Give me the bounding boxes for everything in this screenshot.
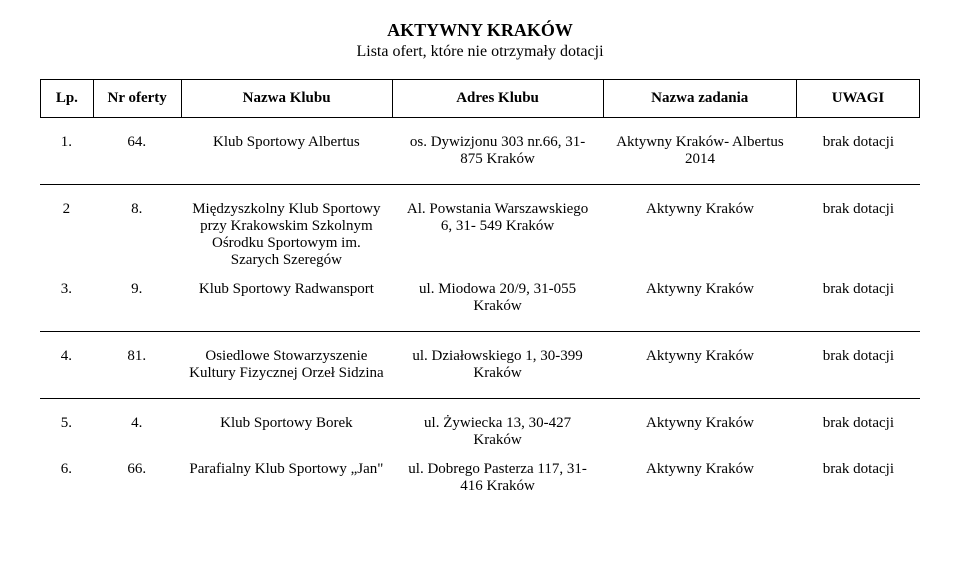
- cell-uw: brak dotacji: [797, 195, 920, 275]
- cell-zad: Aktywny Kraków- Albertus 2014: [603, 128, 797, 174]
- col-zad: Nazwa zadania: [603, 80, 796, 118]
- table-row: 3. 9. Klub Sportowy Radwansport ul. Miod…: [40, 275, 920, 321]
- cell-zad: Aktywny Kraków: [603, 195, 797, 275]
- cell-nr: 81.: [93, 342, 181, 388]
- header-row: Lp. Nr oferty Nazwa Klubu Adres Klubu Na…: [41, 80, 920, 118]
- document-page: AKTYWNY KRAKÓW Lista ofert, które nie ot…: [0, 0, 960, 551]
- row-separator: [40, 398, 920, 399]
- page-subtitle: Lista ofert, które nie otrzymały dotacji: [40, 43, 920, 61]
- cell-nr: 8.: [93, 195, 181, 275]
- cell-adres: ul. Żywiecka 13, 30-427 Kraków: [392, 409, 603, 455]
- col-adres: Adres Klubu: [392, 80, 603, 118]
- cell-klub: Klub Sportowy Borek: [181, 409, 392, 455]
- cell-nr: 4.: [93, 409, 181, 455]
- row-separator: [40, 331, 920, 332]
- row-block: 1. 64. Klub Sportowy Albertus os. Dywizj…: [40, 128, 920, 174]
- cell-lp: 4.: [40, 342, 93, 388]
- table-row: 1. 64. Klub Sportowy Albertus os. Dywizj…: [40, 128, 920, 174]
- table-row: 2 8. Międzyszkolny Klub Sportowy przy Kr…: [40, 195, 920, 275]
- col-lp: Lp.: [41, 80, 94, 118]
- cell-uw: brak dotacji: [797, 128, 920, 174]
- cell-uw: brak dotacji: [797, 455, 920, 501]
- row-block: 4. 81. Osiedlowe Stowarzyszenie Kultury …: [40, 342, 920, 388]
- cell-lp: 5.: [40, 409, 93, 455]
- cell-zad: Aktywny Kraków: [603, 409, 797, 455]
- cell-nr: 66.: [93, 455, 181, 501]
- cell-uw: brak dotacji: [797, 409, 920, 455]
- table-row: 4. 81. Osiedlowe Stowarzyszenie Kultury …: [40, 342, 920, 388]
- cell-uw: brak dotacji: [797, 342, 920, 388]
- cell-zad: Aktywny Kraków: [603, 455, 797, 501]
- rows-table: 2 8. Międzyszkolny Klub Sportowy przy Kr…: [40, 195, 920, 321]
- cell-lp: 2: [40, 195, 93, 275]
- cell-lp: 6.: [40, 455, 93, 501]
- cell-uw: brak dotacji: [797, 275, 920, 321]
- row-block: 5. 4. Klub Sportowy Borek ul. Żywiecka 1…: [40, 409, 920, 501]
- cell-adres: ul. Dobrego Pasterza 117, 31-416 Kraków: [392, 455, 603, 501]
- rows-table: 1. 64. Klub Sportowy Albertus os. Dywizj…: [40, 128, 920, 174]
- cell-klub: Międzyszkolny Klub Sportowy przy Krakows…: [181, 195, 392, 275]
- cell-nr: 64.: [93, 128, 181, 174]
- column-header-table: Lp. Nr oferty Nazwa Klubu Adres Klubu Na…: [40, 79, 920, 118]
- cell-adres: ul. Miodowa 20/9, 31-055 Kraków: [392, 275, 603, 321]
- cell-nr: 9.: [93, 275, 181, 321]
- cell-klub: Parafialny Klub Sportowy „Jan": [181, 455, 392, 501]
- table-row: 6. 66. Parafialny Klub Sportowy „Jan" ul…: [40, 455, 920, 501]
- cell-klub: Klub Sportowy Albertus: [181, 128, 392, 174]
- cell-adres: ul. Działowskiego 1, 30-399 Kraków: [392, 342, 603, 388]
- page-title: AKTYWNY KRAKÓW: [40, 20, 920, 41]
- cell-adres: os. Dywizjonu 303 nr.66, 31-875 Kraków: [392, 128, 603, 174]
- col-uw: UWAGI: [796, 80, 919, 118]
- cell-zad: Aktywny Kraków: [603, 275, 797, 321]
- table-row: 5. 4. Klub Sportowy Borek ul. Żywiecka 1…: [40, 409, 920, 455]
- cell-zad: Aktywny Kraków: [603, 342, 797, 388]
- row-block: 2 8. Międzyszkolny Klub Sportowy przy Kr…: [40, 195, 920, 321]
- row-separator: [40, 184, 920, 185]
- cell-adres: Al. Powstania Warszawskiego 6, 31- 549 K…: [392, 195, 603, 275]
- col-nr: Nr oferty: [93, 80, 181, 118]
- cell-lp: 3.: [40, 275, 93, 321]
- cell-lp: 1.: [40, 128, 93, 174]
- rows-table: 4. 81. Osiedlowe Stowarzyszenie Kultury …: [40, 342, 920, 388]
- cell-klub: Osiedlowe Stowarzyszenie Kultury Fizyczn…: [181, 342, 392, 388]
- col-klub: Nazwa Klubu: [181, 80, 392, 118]
- cell-klub: Klub Sportowy Radwansport: [181, 275, 392, 321]
- rows-table: 5. 4. Klub Sportowy Borek ul. Żywiecka 1…: [40, 409, 920, 501]
